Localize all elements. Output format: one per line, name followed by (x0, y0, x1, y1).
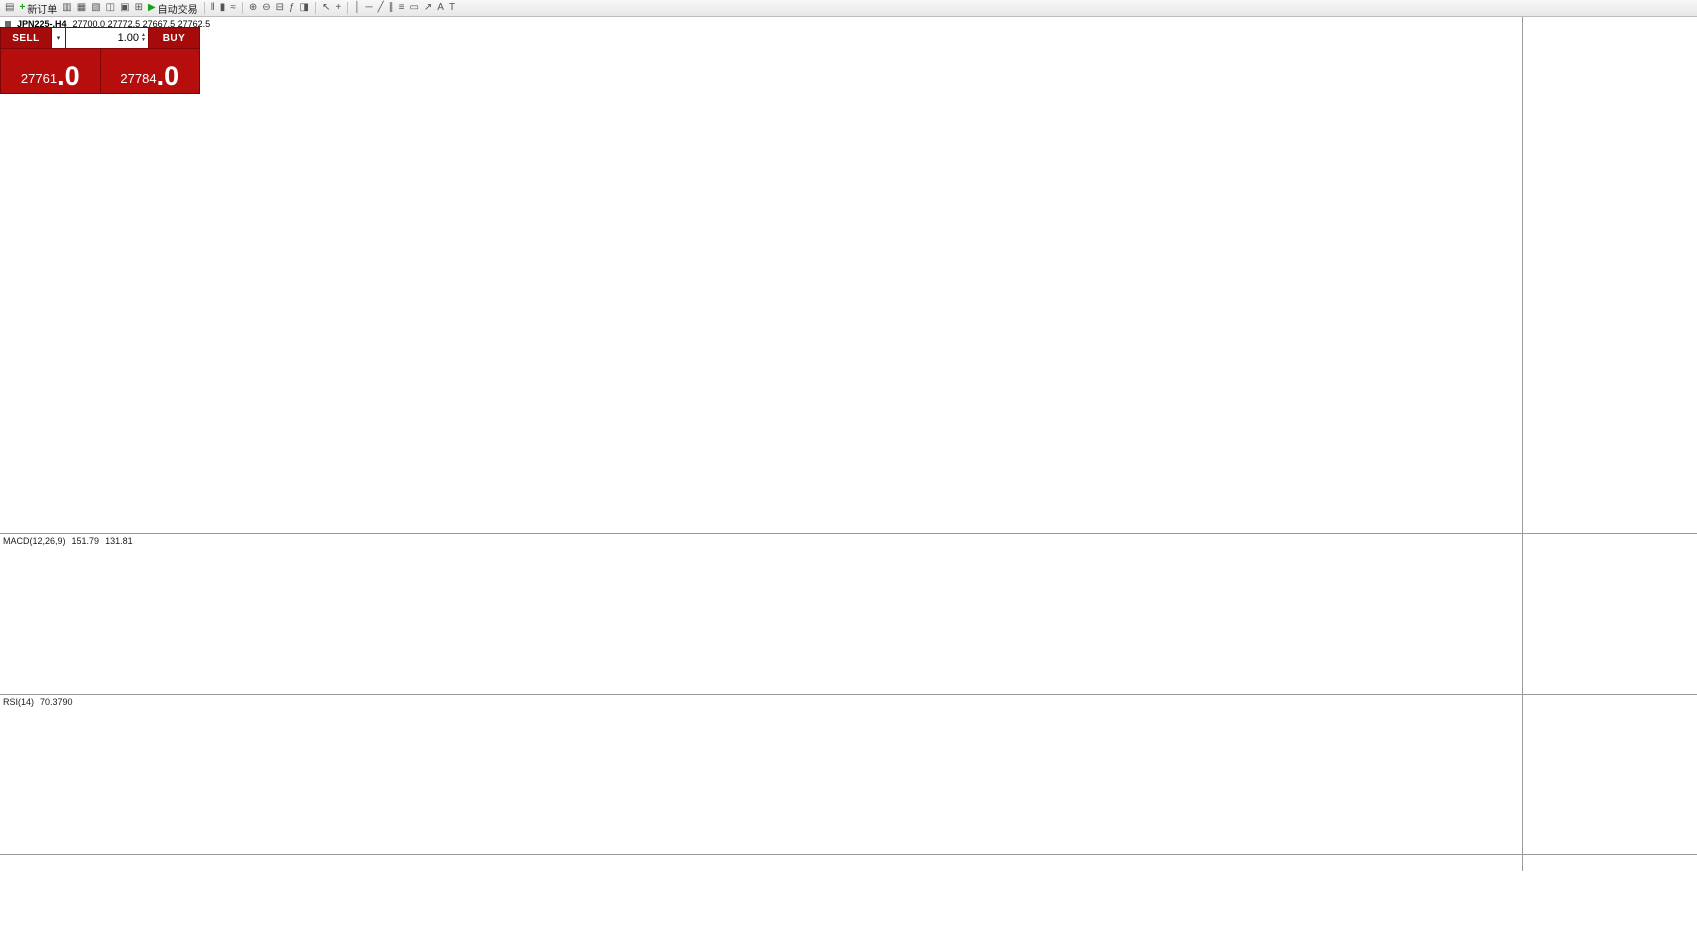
volume-input[interactable]: 1.00 ▲ ▼ (66, 28, 148, 48)
text-label-icon[interactable]: T (448, 2, 456, 13)
toolbar-separator (203, 2, 205, 14)
main-toolbar: ▤ + 新订单 ▥ ▦ ▧ ◫ ▣ ⊞ ▶ 自动交易 ‖ ▮ ≈ ⊕ ⊖ ⊟ ƒ ◨ ↖ + │ ─ ╱ ∥ ≡ ▭ ↗ A T (0, 0, 1697, 17)
toolbar-buttons: ▤ + 新订单 ▥ ▦ ▧ ◫ ▣ ⊞ ▶ 自动交易 ‖ ▮ ≈ ⊕ ⊖ ⊟ ƒ ◨ ↖ + │ ─ ╱ ∥ ≡ ▭ ↗ A T (3, 1, 457, 16)
macd-value-2: 131.81 (105, 536, 133, 546)
trade-panel-prices: 27761.0 27784.0 (0, 49, 200, 94)
price-axis[interactable] (1523, 0, 1697, 938)
macd-panel-canvas[interactable] (0, 533, 1522, 694)
spin-up-icon[interactable]: ▲ (141, 32, 146, 38)
data-window-icon[interactable]: ▧ (91, 2, 101, 13)
price-axis-border (1522, 17, 1523, 871)
macd-indicator-label: MACD(12,26,9) 151.79 131.81 (3, 536, 133, 546)
macd-panel-splitter[interactable] (0, 533, 1697, 534)
rsi-value: 70.3790 (40, 697, 73, 707)
new-order-button[interactable]: + 新订单 (19, 2, 58, 16)
bottom-area (0, 872, 1697, 938)
chart-profiles-icon[interactable]: ▥ (62, 2, 72, 13)
toolbar-separator (315, 2, 316, 14)
sell-price-fraction: .0 (57, 61, 80, 91)
arrows-icon[interactable]: ↗ (423, 2, 433, 13)
trendline-icon[interactable]: ╱ (377, 2, 384, 13)
time-axis-separator (0, 854, 1697, 855)
chart-symbol-period: JPN225-,H4 (17, 19, 67, 29)
horizontal-line-icon[interactable]: ─ (365, 2, 373, 13)
navigator-icon[interactable]: ◫ (105, 2, 116, 13)
time-axis[interactable] (0, 855, 1697, 872)
chart-ohlc: 27700.0 27772.5 27667.5 27762.5 (72, 19, 211, 29)
new-chart-icon[interactable]: ▤ (5, 2, 15, 13)
sell-price-display[interactable]: 27761.0 (1, 49, 100, 93)
strategy-tester-icon[interactable]: ⊞ (134, 2, 143, 13)
cursor-icon[interactable]: ↖ (322, 2, 331, 13)
toolbar-separator (241, 2, 243, 14)
buy-button[interactable]: BUY (149, 28, 199, 48)
text-icon[interactable]: A (437, 2, 444, 13)
market-watch-icon[interactable]: ▦ (76, 2, 87, 13)
rsi-name: RSI(14) (3, 697, 35, 707)
fibonacci-icon[interactable]: ≡ (398, 2, 405, 13)
shapes-icon[interactable]: ▭ (409, 2, 419, 13)
templates-icon[interactable]: ◨ (299, 2, 309, 13)
one-click-trading-panel: SELL ▾ 1.00 ▲ ▼ BUY 27761.0 27784.0 (0, 27, 200, 94)
candlestick-chart-icon[interactable]: ▮ (219, 2, 226, 13)
indicators-icon[interactable]: ƒ (288, 2, 295, 13)
toolbar-separator (347, 2, 349, 14)
channel-icon[interactable]: ∥ (388, 2, 394, 13)
rsi-panel-canvas[interactable] (0, 694, 1522, 854)
sell-button[interactable]: SELL (1, 28, 51, 48)
volume-spinner[interactable]: ▲ ▼ (141, 33, 146, 43)
volume-dropdown-icon[interactable]: ▾ (52, 28, 65, 48)
chart-title: JPN225-,H4 27700.0 27772.5 27667.5 27762… (5, 19, 210, 29)
macd-value-1: 151.79 (71, 536, 100, 546)
buy-price-fraction: .0 (156, 61, 180, 91)
vertical-line-icon[interactable]: │ (354, 2, 361, 13)
buy-price-main: 27784 (120, 71, 157, 86)
sell-price-main: 27761 (20, 71, 58, 86)
zoom-in-icon[interactable]: ⊕ (248, 2, 258, 13)
spin-down-icon[interactable]: ▼ (141, 37, 146, 43)
line-chart-icon[interactable]: ≈ (230, 2, 236, 13)
chart-icon (5, 21, 11, 27)
crosshair-icon[interactable]: + (335, 2, 342, 13)
tile-windows-icon[interactable]: ⊟ (275, 2, 284, 13)
rsi-panel-splitter[interactable] (0, 694, 1697, 695)
price-chart-canvas[interactable] (0, 17, 1522, 533)
zoom-out-icon[interactable]: ⊖ (262, 2, 271, 13)
terminal-icon[interactable]: ▣ (120, 2, 130, 13)
macd-name: MACD(12,26,9) (3, 536, 66, 546)
rsi-indicator-label: RSI(14) 70.3790 (3, 697, 73, 707)
volume-value: 1.00 (117, 32, 140, 44)
trade-panel-header: SELL ▾ 1.00 ▲ ▼ BUY (0, 27, 200, 49)
auto-trading-button[interactable]: ▶ 自动交易 (147, 2, 198, 16)
bars-chart-icon[interactable]: ‖ (210, 2, 215, 13)
buy-price-display[interactable]: 27784.0 (100, 49, 199, 93)
